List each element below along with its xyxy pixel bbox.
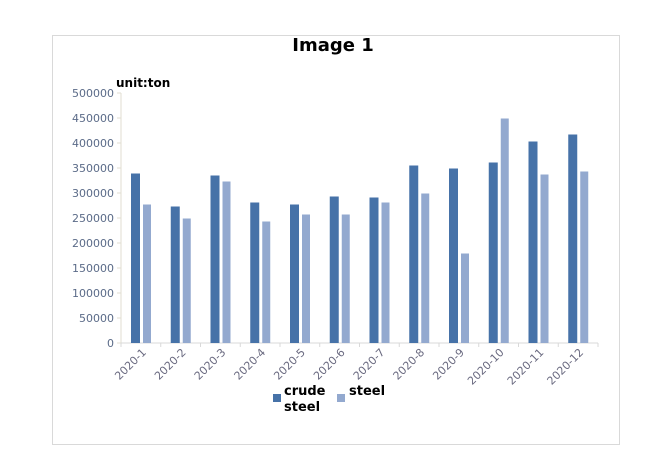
legend-swatch-steel [337, 394, 345, 402]
x-tick-label: 2020-9 [430, 346, 467, 383]
bar-crude-steel-2020-1 [131, 173, 140, 343]
y-tick-label: 100000 [72, 287, 114, 300]
bar-steel-2020-12 [580, 171, 589, 343]
bar-crude-steel-2020-6 [329, 196, 339, 343]
x-tick-label: 2020-8 [390, 346, 427, 383]
chart-frame [52, 35, 620, 445]
bar-steel-2020-7 [381, 202, 390, 343]
x-tick-label: 2020-7 [351, 346, 388, 383]
x-tick-label: 2020-1 [112, 346, 149, 383]
bar-crude-steel-2020-10 [488, 162, 498, 343]
x-tick-label: 2020-12 [545, 346, 587, 388]
y-tick-label: 0 [107, 337, 114, 350]
bar-steel-2020-3 [222, 181, 231, 343]
bar-crude-steel-2020-2 [170, 206, 180, 343]
bar-crude-steel-2020-9 [449, 168, 458, 343]
bar-crude-steel-2020-11 [528, 141, 538, 343]
bar-crude-steel-2020-12 [568, 134, 578, 343]
bar-steel-2020-4 [262, 221, 271, 343]
bar-steel-2020-9 [461, 253, 469, 343]
x-tick-label: 2020-3 [192, 346, 229, 383]
y-tick-label: 150000 [72, 262, 114, 275]
unit-label: unit:ton [116, 76, 171, 90]
y-tick-label: 250000 [72, 212, 114, 225]
x-tick-label: 2020-6 [311, 346, 348, 383]
bar-crude-steel-2020-3 [210, 175, 220, 343]
bar-crude-steel-2020-7 [369, 197, 379, 343]
legend-swatch-crude-steel [273, 394, 281, 402]
y-tick-label: 200000 [72, 237, 114, 250]
x-tick-label: 2020-2 [152, 346, 189, 383]
chart-title: Image 1 [292, 35, 374, 56]
bar-steel-2020-8 [421, 193, 430, 343]
bar-steel-2020-5 [302, 214, 310, 343]
y-tick-label: 500000 [72, 87, 114, 100]
bar-steel-2020-2 [182, 218, 191, 343]
bar-steel-2020-10 [500, 118, 509, 343]
x-tick-label: 2020-10 [465, 346, 507, 388]
y-tick-label: 350000 [72, 162, 114, 175]
y-tick-label: 50000 [79, 312, 114, 325]
bar-crude-steel-2020-8 [409, 165, 419, 343]
bar-steel-2020-1 [143, 204, 151, 343]
x-tick-label: 2020-4 [231, 346, 268, 383]
legend-label-steel: steel [349, 384, 386, 399]
legend-label-crude-steel: crude steel [284, 384, 326, 415]
bar-crude-steel-2020-4 [250, 202, 260, 343]
bar-steel-2020-11 [540, 174, 549, 343]
x-tick-label: 2020-11 [505, 346, 547, 388]
y-tick-label: 400000 [72, 137, 114, 150]
bar-steel-2020-6 [341, 214, 350, 343]
x-tick-label: 2020-5 [271, 346, 308, 383]
y-tick-label: 300000 [72, 187, 114, 200]
bar-crude-steel-2020-5 [290, 204, 299, 343]
y-tick-label: 450000 [72, 112, 114, 125]
